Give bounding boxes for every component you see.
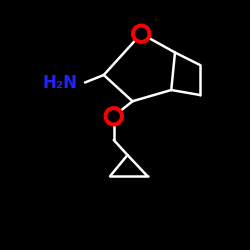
- Circle shape: [104, 107, 123, 126]
- Circle shape: [132, 24, 151, 43]
- Text: H₂N: H₂N: [42, 74, 78, 92]
- Circle shape: [136, 28, 147, 39]
- Circle shape: [108, 111, 119, 122]
